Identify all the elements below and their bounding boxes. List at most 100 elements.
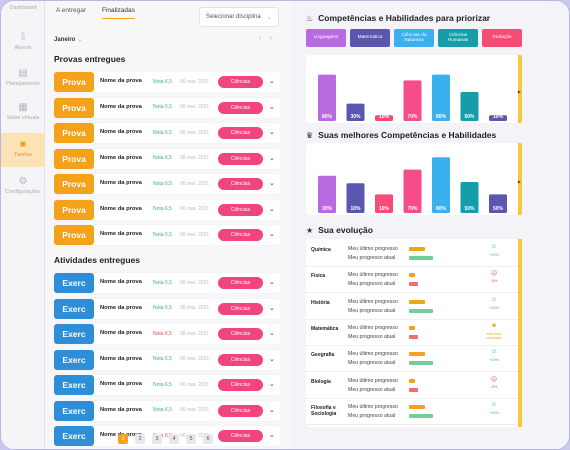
sidebar-item-configuracoes[interactable]: ⚙ Configurações bbox=[1, 177, 45, 199]
page-button-4[interactable]: 4 bbox=[169, 434, 179, 444]
chart-bar-label: 70% bbox=[407, 114, 418, 120]
task-row[interactable]: Prova Nome da prova Nota 6,5 06 mar. 2021 Ci… bbox=[54, 148, 280, 169]
task-row[interactable]: Exerc Nome da prova Nota 6,5 06 mar. 2021 Ci… bbox=[54, 324, 280, 344]
page-button-3[interactable]: 3 bbox=[152, 434, 162, 444]
task-name: Nome da prova bbox=[100, 154, 142, 161]
task-name: Nome da prova bbox=[100, 330, 142, 336]
chevron-down-icon[interactable]: ⌄ bbox=[269, 78, 275, 85]
chevron-down-icon[interactable]: ⌄ bbox=[269, 406, 275, 414]
chevron-down-icon[interactable]: ⌄ bbox=[269, 129, 275, 136]
legend-item[interactable]: Matemática bbox=[350, 29, 390, 47]
page-button-2[interactable]: 2 bbox=[135, 434, 145, 444]
current-progress-label: Meu progresso atual bbox=[348, 307, 396, 314]
task-grade: Nota 6,5 bbox=[153, 305, 172, 311]
melhores-header: ♛ Suas melhores Competências e Habilidad… bbox=[306, 130, 496, 140]
sidebar-item-label: Configurações bbox=[5, 189, 41, 195]
legend-item[interactable]: Ciências Humanas bbox=[438, 29, 478, 47]
chart-bar-label: 10% bbox=[350, 206, 361, 212]
chart-bar bbox=[375, 194, 393, 213]
legend-item[interactable]: Ciências da Natureza bbox=[394, 29, 434, 47]
chevron-down-icon[interactable]: ⌄ bbox=[269, 231, 275, 238]
chart-bar bbox=[318, 175, 336, 213]
chevron-down-icon[interactable]: ⌄ bbox=[269, 180, 275, 187]
task-grade: Nota 6,5 bbox=[153, 231, 172, 238]
task-grade: Nota 6,5 bbox=[153, 432, 172, 439]
neutral-face-icon: ☻ bbox=[490, 322, 498, 329]
task-row[interactable]: Exerc Nome da prova Nota 6,5 06 mar. 2021 Ci… bbox=[54, 349, 280, 370]
tab-finalizadas[interactable]: Finalizadas bbox=[102, 7, 135, 19]
evolution-subject: Física bbox=[311, 273, 326, 280]
task-date: 06 mar. 2021 bbox=[180, 279, 210, 286]
task-row[interactable]: Prova Nome da prova Nota 6,5 06 mar. 2021 Ci… bbox=[54, 123, 280, 143]
subject-badge: Ciências bbox=[218, 178, 263, 190]
chevron-down-icon[interactable]: ⌄ bbox=[269, 279, 275, 286]
evolution-subject: Geografia bbox=[311, 352, 335, 359]
current-progress-label: Meu progresso atual bbox=[348, 281, 396, 288]
next-arrow-icon[interactable]: › bbox=[269, 35, 280, 42]
crown-icon: ♛ bbox=[306, 130, 314, 140]
sad-face-icon: ☹ bbox=[490, 271, 498, 278]
discipline-select[interactable]: Selecionar disciplina ⌄ bbox=[199, 7, 279, 27]
task-grade: Nota 6,5 bbox=[153, 78, 172, 85]
last-progress-label: Meu último progresso bbox=[348, 403, 398, 410]
fire-icon: ♨ bbox=[306, 13, 314, 23]
sidebar-item-salas-virtuais[interactable]: ▦ Salas virtuais bbox=[1, 103, 45, 125]
page-button-6[interactable]: 6 bbox=[203, 434, 213, 444]
evolution-note: +10% bbox=[489, 410, 499, 415]
current-progress-bar bbox=[409, 387, 419, 392]
task-date: 06 mar. 2021 bbox=[180, 155, 210, 161]
task-date: 06 mar. 2021 bbox=[180, 231, 210, 238]
month-select[interactable]: Janeiro ⌄ bbox=[54, 36, 82, 43]
chart-scroll-handle[interactable] bbox=[518, 143, 522, 215]
month-label: Janeiro bbox=[54, 37, 76, 43]
subject-badge: Ciências bbox=[218, 101, 263, 114]
tab-a-entregar[interactable]: A entregar bbox=[56, 7, 86, 14]
current-progress-bar bbox=[409, 361, 433, 366]
chart-scroll-handle[interactable] bbox=[518, 55, 522, 123]
task-row[interactable]: Prova Nome da prova Nota 6,5 06 mar. 2021 Ci… bbox=[54, 225, 280, 245]
chevron-down-icon[interactable]: ⌄ bbox=[269, 355, 275, 363]
chevron-down-icon[interactable]: ⌄ bbox=[269, 103, 275, 111]
chart-priorizar: 80% 30% 10% 70% 80% 50% 10% ▶ bbox=[306, 55, 522, 123]
task-row[interactable]: Exerc Nome da prova Nota 6,5 06 mar. 2021 Ci… bbox=[54, 400, 280, 421]
evolution-scroll-handle[interactable] bbox=[518, 239, 522, 427]
chart-priorizar-svg: 80% 30% 10% 70% 80% 50% 10% bbox=[318, 74, 507, 121]
sidebar-item-tarefas[interactable]: ■ Tarefas bbox=[1, 133, 45, 167]
page-button-1[interactable]: 1 bbox=[118, 434, 128, 444]
evolution-note: -5% bbox=[490, 384, 498, 389]
task-row[interactable]: Exerc Nome da prova Nota 6,5 06 mar. 2021 Ci… bbox=[54, 375, 280, 395]
task-row[interactable]: Exerc Nome da prova Nota 6,5 06 mar. 2021 Ci… bbox=[54, 298, 280, 319]
chevron-down-icon[interactable]: ⌄ bbox=[269, 304, 275, 312]
task-row[interactable]: Exerc Nome da prova Nota 6,5 06 mar. 2021 Ci… bbox=[54, 273, 280, 293]
task-row[interactable]: Prova Nome da prova Nota 6,5 06 mar. 2021 Ci… bbox=[54, 174, 280, 194]
task-grade: Nota 6,5 bbox=[153, 206, 172, 212]
sad-face-icon: ☹ bbox=[490, 376, 498, 383]
legend-item[interactable]: Linguagens bbox=[306, 29, 346, 47]
chevron-down-icon[interactable]: ⌄ bbox=[269, 154, 275, 162]
task-date: 06 mar. 2021 bbox=[180, 180, 210, 187]
chart-bar-label: 80% bbox=[436, 206, 447, 212]
last-progress-bar bbox=[409, 273, 416, 278]
evolution-subject: Matemática bbox=[311, 325, 339, 332]
chevron-down-icon[interactable]: ⌄ bbox=[269, 330, 275, 337]
last-progress-bar bbox=[409, 352, 425, 357]
task-row[interactable]: Prova Nome da prova Nota 6,5 06 mar. 2021 Ci… bbox=[54, 72, 280, 92]
chart-bar bbox=[403, 169, 422, 213]
prev-arrow-icon[interactable]: ‹ bbox=[259, 35, 270, 42]
chevron-down-icon[interactable]: ⌄ bbox=[269, 205, 275, 213]
task-row[interactable]: Prova Nome da prova Nota 6,5 06 mar. 2021 Ci… bbox=[54, 199, 280, 220]
sidebar-item-alunos[interactable]: ⇩ Alunos bbox=[1, 33, 45, 55]
task-row[interactable]: Prova Nome da prova Nota 6,5 06 mar. 2021 Ci… bbox=[54, 97, 280, 118]
chart-melhores-svg: 30% 10% 10% 70% 80% 50% 50% bbox=[318, 157, 507, 213]
chevron-down-icon[interactable]: ⌄ bbox=[269, 432, 275, 439]
chevron-down-icon[interactable]: ⌄ bbox=[269, 381, 275, 388]
sidebar-item-dashboard[interactable]: Dashboard bbox=[1, 5, 45, 23]
subject-badge: Ciências bbox=[218, 203, 263, 216]
sidebar-item-planejamento[interactable]: ▤ Planejamento bbox=[1, 69, 45, 91]
legend-item[interactable]: Redação bbox=[482, 29, 522, 47]
subject-badge: Ciências bbox=[218, 76, 263, 88]
task-date: 06 mar. 2021 bbox=[180, 206, 210, 212]
task-name: Nome da prova bbox=[100, 129, 142, 135]
page-button-5[interactable]: 5 bbox=[186, 434, 196, 444]
task-date: 06 mar. 2021 bbox=[180, 104, 210, 110]
